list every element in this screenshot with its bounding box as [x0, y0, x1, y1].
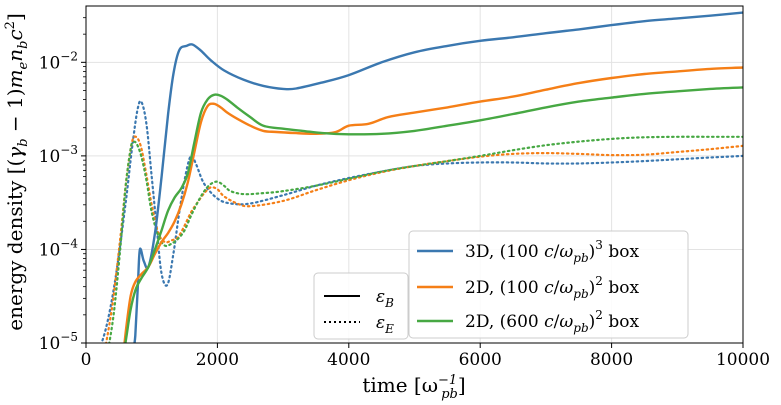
x-tick-label: 6000	[459, 350, 502, 370]
plot-frame	[85, 5, 744, 344]
x-tick-label: 4000	[327, 350, 370, 370]
series-line	[133, 11, 743, 343]
y-tick-label: 10−3	[39, 143, 78, 167]
x-axis-label: time [ω−1 pb]	[362, 373, 465, 402]
legend-label-epsilon-e: εE	[376, 313, 394, 336]
y-tick-label: 10−5	[39, 330, 78, 354]
x-tick-label: 0	[81, 350, 92, 370]
y-tick-label: 10−2	[39, 49, 78, 73]
x-tick-label: 8000	[590, 350, 633, 370]
legend-runs-box	[408, 230, 689, 339]
plot-series	[100, 11, 743, 343]
legend-label-2d-100: 2D, (100 c/ωpb)2 box	[465, 274, 639, 301]
series-line	[100, 99, 743, 343]
legend-line-styles-box	[313, 272, 409, 340]
series-line	[123, 66, 743, 343]
legend-label-2d-600: 2D, (600 c/ωpb)2 box	[465, 308, 639, 335]
legend-label-3d-100: 3D, (100 c/ωpb)3 box	[465, 238, 639, 265]
series-line	[124, 86, 743, 343]
x-tick-label: 2000	[196, 350, 239, 370]
legend-label-epsilon-b: εB	[376, 287, 394, 310]
y-tick-label: 10−4	[39, 236, 79, 260]
series-line	[108, 135, 743, 343]
x-tick-label: 10000	[716, 350, 770, 370]
legend-runs: 3D, (100 c/ωpb)3 box 2D, (100 c/ωpb)2 bo…	[408, 230, 689, 339]
series-line	[105, 135, 743, 343]
legend-line-styles: εB εE	[313, 272, 409, 340]
y-axis-label: energy density [(γb − 1)menbc2]	[3, 13, 31, 331]
axis-ticks: 0 2000 4000 6000 8000 10000 10−5 10−4 10−3 10−2	[39, 17, 770, 370]
